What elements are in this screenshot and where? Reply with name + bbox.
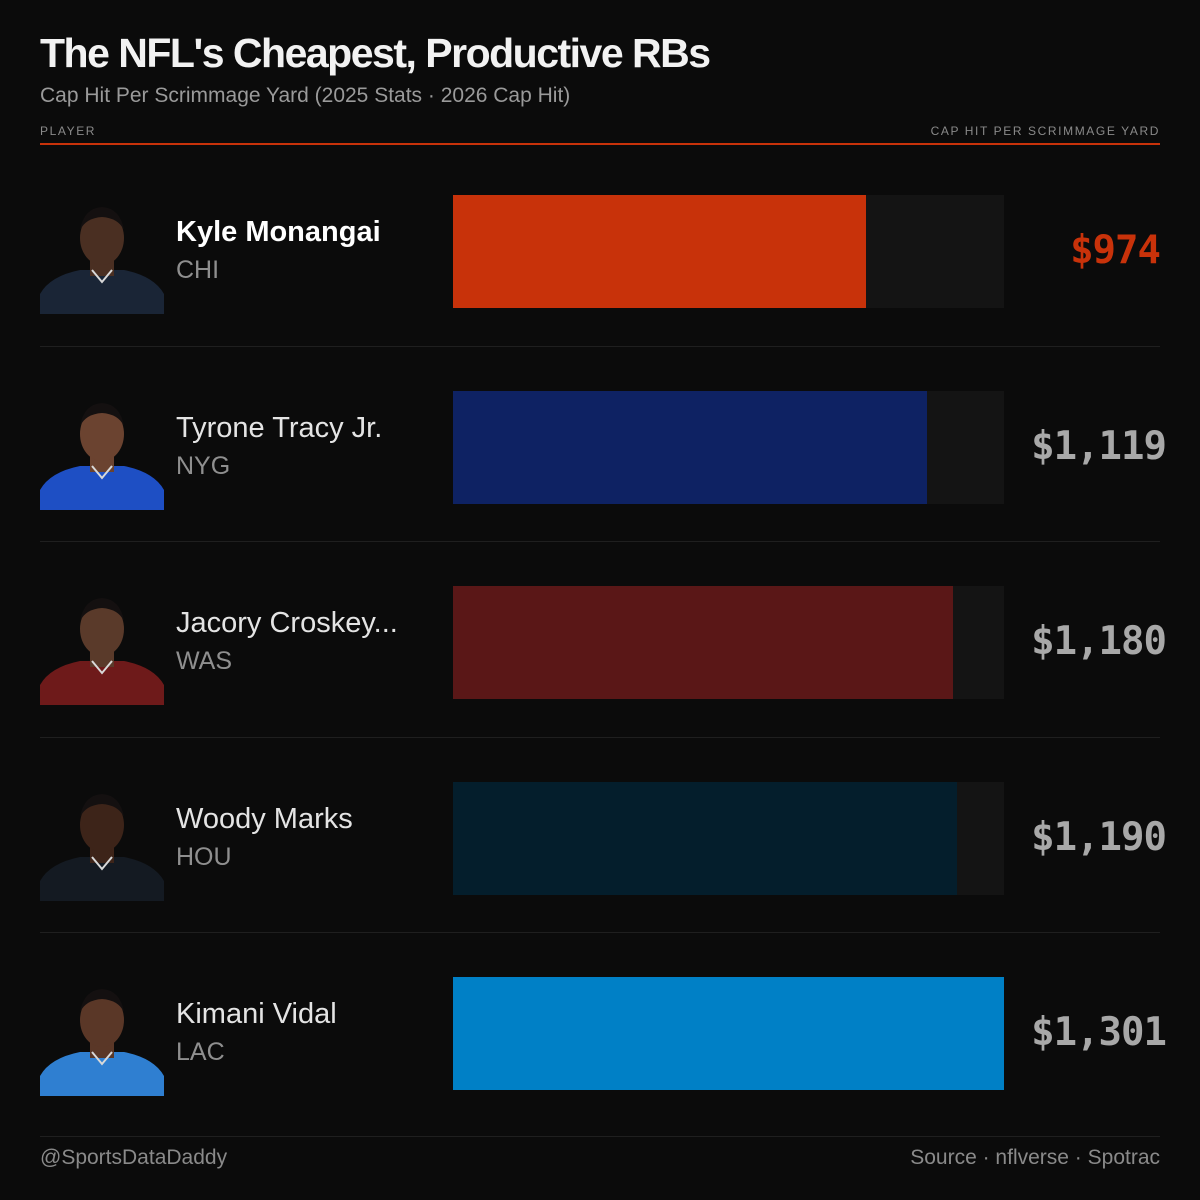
column-header-value: CAP HIT PER SCRIMMAGE YARD [930, 124, 1160, 138]
row-divider [40, 345, 1160, 347]
bar-row: Kimani Vidal LAC $1,301 [40, 932, 1167, 1127]
bar [453, 977, 1004, 1090]
bar-track [453, 977, 1004, 1090]
player-name: Kimani Vidal [176, 998, 337, 1030]
value-label: $974 [1070, 228, 1161, 273]
row-divider [40, 736, 1160, 738]
column-header-player: PLAYER [40, 124, 97, 138]
bar-track [453, 195, 1004, 308]
player-name: Tyrone Tracy Jr. [176, 411, 383, 444]
row-divider [40, 541, 1160, 542]
bar [453, 390, 927, 504]
value-label: $1,190 [1031, 814, 1167, 860]
bar-row: Kyle Monangai CHI $974 [40, 150, 1161, 345]
player-headshot [40, 581, 164, 705]
value-label: $1,119 [1031, 423, 1167, 469]
value-label: $1,180 [1031, 619, 1167, 664]
bar-row: Tyrone Tracy Jr. NYG $1,119 [40, 345, 1167, 541]
player-headshot [40, 972, 164, 1096]
player-name: Jacory Croskey... [176, 607, 398, 639]
source-credit: Source · nflverse · Spotrac [910, 1146, 1160, 1169]
player-headshot [40, 190, 164, 314]
bar-row: Woody Marks HOU $1,190 [40, 736, 1167, 932]
player-headshot [40, 776, 164, 901]
player-name: Woody Marks [176, 802, 353, 835]
bar [453, 586, 953, 699]
player-team: WAS [176, 647, 233, 675]
player-team: CHI [176, 256, 220, 284]
header-divider [40, 143, 1160, 145]
bar-track [453, 781, 1004, 895]
bar-track [453, 390, 1004, 504]
player-headshot [40, 385, 164, 510]
bar-track [453, 586, 1004, 699]
chart-subtitle: Cap Hit Per Scrimmage Yard (2025 Stats ·… [40, 84, 571, 107]
chart-title: The NFL's Cheapest, Productive RBs [40, 30, 711, 76]
player-team: NYG [176, 451, 231, 480]
player-team: LAC [176, 1038, 225, 1066]
player-team: HOU [176, 842, 232, 871]
player-name: Kyle Monangai [176, 216, 381, 248]
bar [453, 781, 957, 895]
bar [453, 195, 866, 308]
footer-divider [40, 1136, 1160, 1137]
bar-row: Jacory Croskey... WAS $1,180 [40, 541, 1167, 736]
row-divider [40, 932, 1160, 933]
value-label: $1,301 [1031, 1010, 1167, 1055]
author-handle: @SportsDataDaddy [40, 1146, 228, 1169]
